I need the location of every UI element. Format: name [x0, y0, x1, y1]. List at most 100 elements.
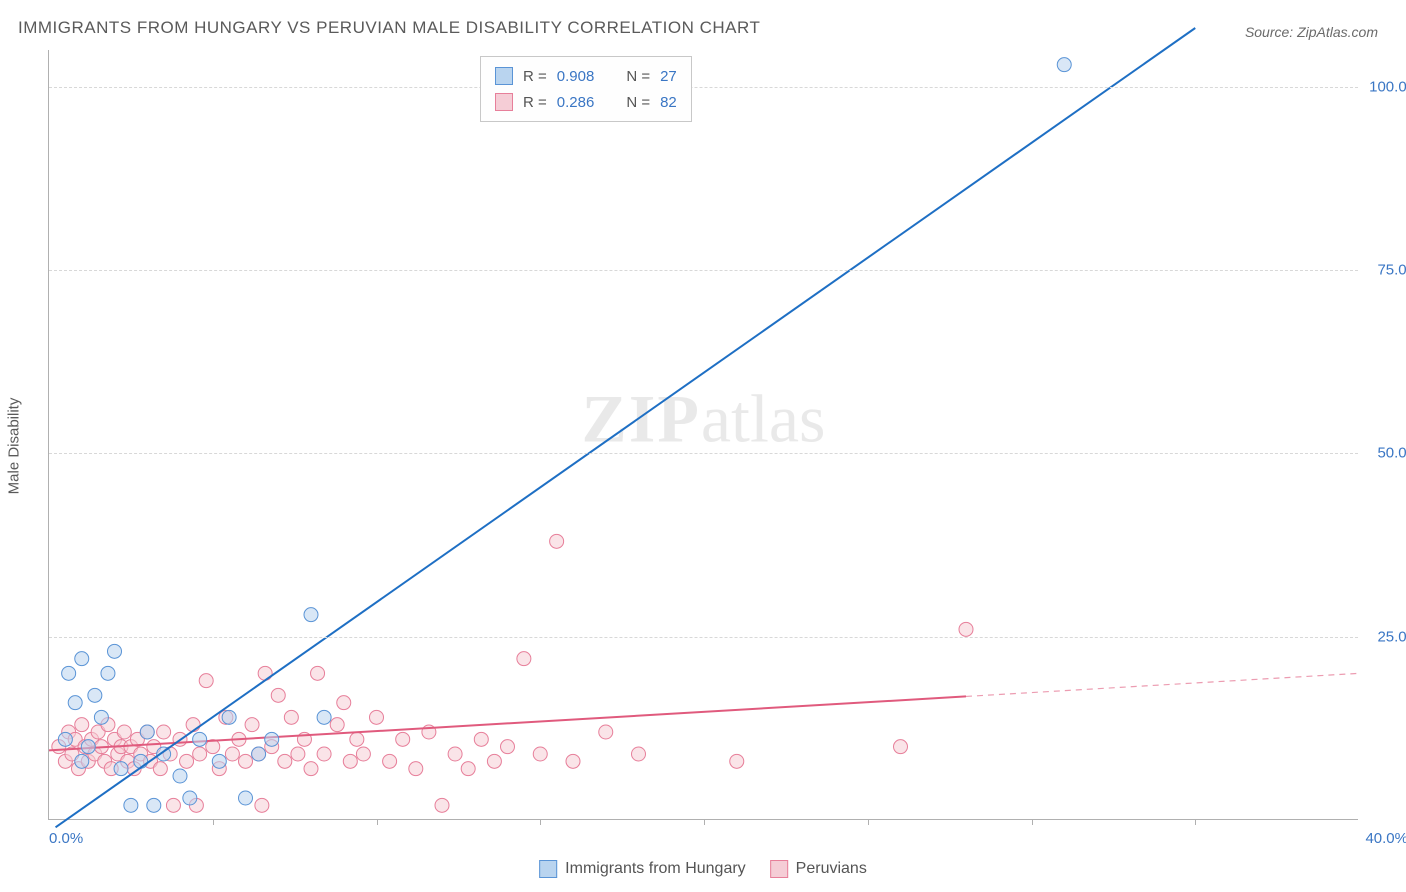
y-axis-label: Male Disability [6, 398, 23, 495]
data-point [58, 732, 72, 746]
data-point [1057, 58, 1071, 72]
data-point [271, 688, 285, 702]
data-point [140, 725, 154, 739]
n-value: 82 [660, 94, 677, 111]
data-point [75, 718, 89, 732]
data-point [255, 798, 269, 812]
data-point [501, 740, 515, 754]
swatch-blue [539, 860, 557, 878]
r-label: R = [523, 68, 547, 85]
data-point [337, 696, 351, 710]
r-value: 0.286 [557, 94, 595, 111]
data-point [225, 747, 239, 761]
data-point [183, 791, 197, 805]
data-point [245, 718, 259, 732]
data-point [265, 732, 279, 746]
data-point [383, 754, 397, 768]
x-tick [704, 819, 705, 825]
legend-item-series2: Peruvians [770, 860, 867, 878]
x-max-label: 40.0% [1365, 830, 1406, 847]
data-point [88, 688, 102, 702]
gridline-h [49, 637, 1358, 638]
legend-item-series1: Immigrants from Hungary [539, 860, 746, 878]
data-point [409, 762, 423, 776]
chart-title: IMMIGRANTS FROM HUNGARY VS PERUVIAN MALE… [18, 18, 760, 38]
r-value: 0.908 [557, 68, 595, 85]
trendline-solid [56, 28, 1196, 827]
series2-label: Peruvians [796, 860, 867, 878]
data-point [157, 725, 171, 739]
data-point [101, 666, 115, 680]
legend-row-series1: R = 0.908 N = 27 [495, 63, 677, 89]
data-point [134, 754, 148, 768]
x-tick [377, 819, 378, 825]
r-label: R = [523, 94, 547, 111]
data-point [533, 747, 547, 761]
bottom-legend: Immigrants from Hungary Peruvians [539, 860, 867, 878]
data-point [599, 725, 613, 739]
plot-svg [49, 50, 1358, 819]
data-point [356, 747, 370, 761]
data-point [212, 754, 226, 768]
data-point [252, 747, 266, 761]
data-point [75, 754, 89, 768]
data-point [239, 754, 253, 768]
data-point [730, 754, 744, 768]
y-tick-label: 100.0% [1364, 78, 1406, 95]
x-tick [540, 819, 541, 825]
swatch-pink [770, 860, 788, 878]
y-tick-label: 25.0% [1364, 628, 1406, 645]
data-point [959, 622, 973, 636]
x-origin-label: 0.0% [49, 830, 83, 847]
data-point [435, 798, 449, 812]
data-point [343, 754, 357, 768]
data-point [258, 666, 272, 680]
source-name: ZipAtlas.com [1297, 24, 1378, 40]
data-point [317, 747, 331, 761]
source-attribution: Source: ZipAtlas.com [1245, 24, 1378, 40]
legend-row-series2: R = 0.286 N = 82 [495, 89, 677, 115]
data-point [550, 534, 564, 548]
data-point [117, 725, 131, 739]
data-point [94, 710, 108, 724]
data-point [108, 644, 122, 658]
x-tick [213, 819, 214, 825]
x-tick [1195, 819, 1196, 825]
data-point [317, 710, 331, 724]
data-point [448, 747, 462, 761]
data-point [147, 798, 161, 812]
swatch-blue [495, 67, 513, 85]
data-point [487, 754, 501, 768]
data-point [474, 732, 488, 746]
data-point [894, 740, 908, 754]
data-point [396, 732, 410, 746]
data-point [311, 666, 325, 680]
data-point [632, 747, 646, 761]
y-tick-label: 50.0% [1364, 445, 1406, 462]
n-value: 27 [660, 68, 677, 85]
data-point [166, 798, 180, 812]
data-point [68, 696, 82, 710]
data-point [284, 710, 298, 724]
trendline-dashed [966, 673, 1359, 696]
gridline-h [49, 87, 1358, 88]
data-point [461, 762, 475, 776]
data-point [278, 754, 292, 768]
stats-legend: R = 0.908 N = 27 R = 0.286 N = 82 [480, 56, 692, 122]
data-point [193, 732, 207, 746]
data-point [124, 798, 138, 812]
gridline-h [49, 453, 1358, 454]
data-point [291, 747, 305, 761]
data-point [517, 652, 531, 666]
data-point [222, 710, 236, 724]
data-point [186, 718, 200, 732]
x-tick [868, 819, 869, 825]
data-point [370, 710, 384, 724]
data-point [304, 608, 318, 622]
data-point [153, 762, 167, 776]
series1-label: Immigrants from Hungary [565, 860, 746, 878]
gridline-h [49, 270, 1358, 271]
y-tick-label: 75.0% [1364, 262, 1406, 279]
plot-area: ZIPatlas 25.0%50.0%75.0%100.0%0.0%40.0% [48, 50, 1358, 820]
data-point [350, 732, 364, 746]
